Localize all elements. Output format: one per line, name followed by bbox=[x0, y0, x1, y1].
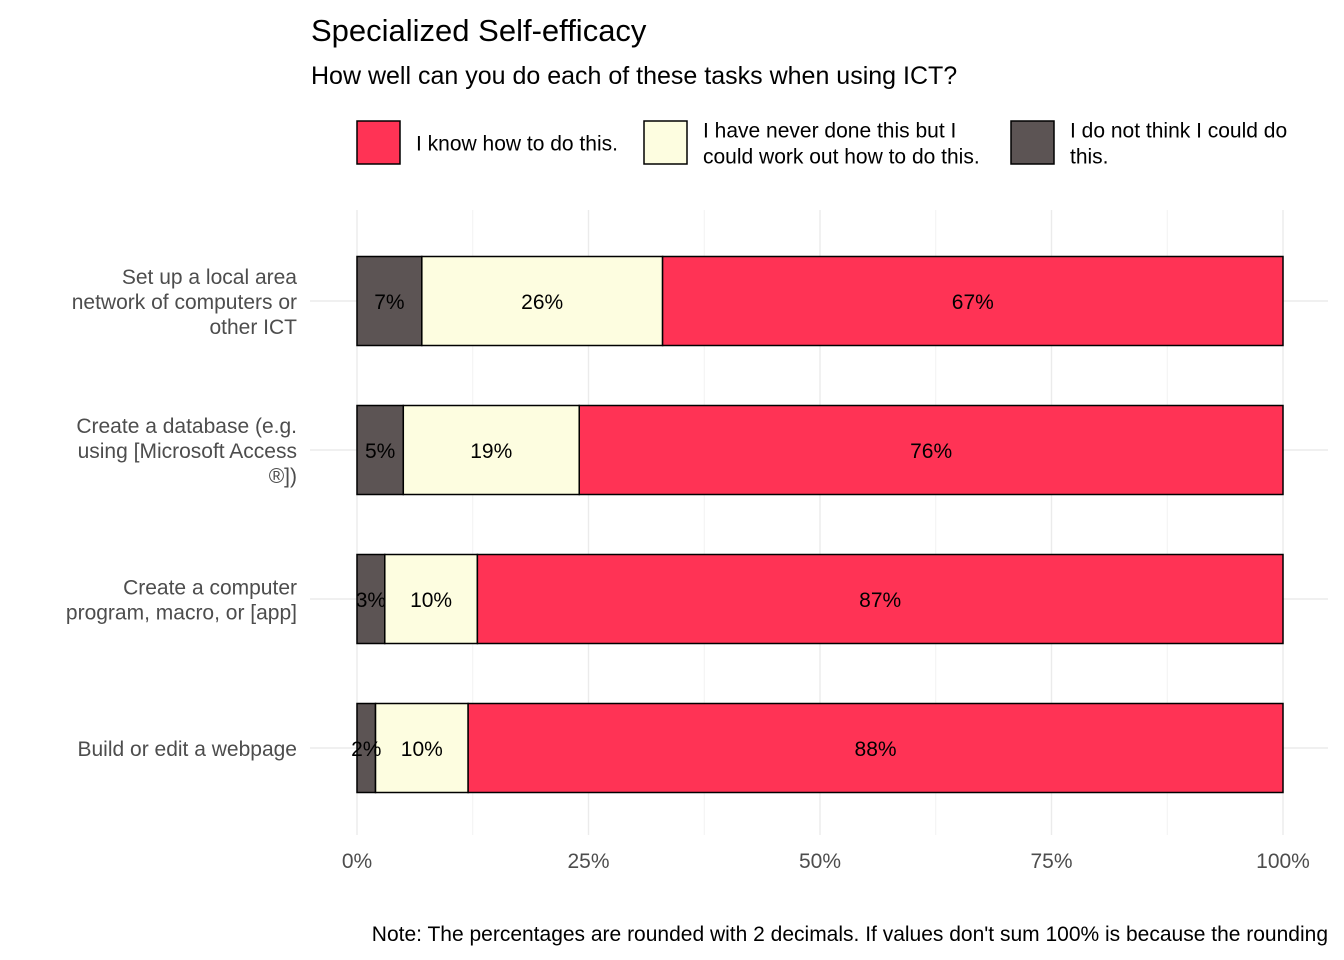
bar-segment bbox=[467, 702, 1284, 794]
category-label: Set up a local area network of computers … bbox=[72, 266, 298, 339]
category-label: Create a database (e.g. using [Microsoft … bbox=[76, 415, 297, 488]
category-labels: Set up a local area network of computers … bbox=[66, 266, 297, 761]
legend-label-line: I have never done this but I bbox=[703, 120, 956, 143]
category-label-line: Set up a local area bbox=[122, 266, 297, 289]
category-label-line: ®]) bbox=[269, 465, 297, 488]
data-label: 76% bbox=[910, 440, 952, 463]
chart-subtitle: How well can you do each of these tasks … bbox=[311, 62, 957, 90]
legend-label: I have never done this but I could work o… bbox=[703, 120, 980, 169]
chart-title: Specialized Self-efficacy bbox=[311, 13, 647, 48]
bar-segment bbox=[661, 255, 1284, 347]
category-label: Build or edit a webpage bbox=[78, 738, 298, 761]
data-label: 87% bbox=[859, 589, 901, 612]
data-label: 88% bbox=[855, 738, 897, 761]
data-label: 2% bbox=[351, 738, 381, 761]
bars: 7% 26% 67% 5% 19% 76% 3% 10% 87% 2% 10% 88% bbox=[351, 255, 1284, 794]
category-label-line: other ICT bbox=[209, 316, 297, 339]
bar-row: 3% 10% 87% bbox=[356, 553, 1284, 645]
bar-row: 7% 26% 67% bbox=[356, 255, 1284, 347]
category-label-line: using [Microsoft Access bbox=[78, 440, 297, 463]
legend-key bbox=[643, 120, 688, 165]
category-label: Create a computer program, macro, or [app… bbox=[66, 577, 297, 625]
data-label: 5% bbox=[365, 440, 395, 463]
legend-label: I do not think I could do this. bbox=[1070, 120, 1287, 169]
bar-segment bbox=[421, 255, 664, 347]
data-label: 67% bbox=[952, 291, 994, 314]
bar-row: 2% 10% 88% bbox=[351, 702, 1284, 794]
category-label-line: program, macro, or [app] bbox=[66, 602, 297, 625]
legend-label-line: could work out how to do this. bbox=[703, 146, 980, 169]
data-label: 10% bbox=[401, 738, 443, 761]
bar-segment bbox=[374, 702, 469, 794]
legend-label-line: this. bbox=[1070, 146, 1109, 169]
category-label-line: network of computers or bbox=[72, 291, 297, 314]
bar-segment bbox=[578, 404, 1284, 496]
x-tick-label: 0% bbox=[342, 850, 372, 873]
legend: I know how to do this. I have never done … bbox=[356, 120, 1287, 169]
legend-item: I have never done this but I could work o… bbox=[643, 120, 980, 169]
data-label: 7% bbox=[374, 291, 404, 314]
legend-key bbox=[356, 120, 401, 165]
x-tick-label: 75% bbox=[1030, 850, 1072, 873]
legend-label-line: I know how to do this. bbox=[416, 133, 618, 156]
bar-segment bbox=[356, 553, 386, 645]
legend-key bbox=[1010, 120, 1055, 165]
bar-row: 5% 19% 76% bbox=[356, 404, 1284, 496]
legend-label: I know how to do this. bbox=[416, 133, 618, 156]
category-label-line: Create a computer bbox=[123, 577, 297, 600]
legend-item: I do not think I could do this. bbox=[1010, 120, 1287, 169]
legend-label-line: I do not think I could do bbox=[1070, 120, 1287, 143]
bar-segment bbox=[402, 404, 580, 496]
data-label: 3% bbox=[356, 589, 386, 612]
x-tick-label: 100% bbox=[1256, 850, 1310, 873]
chart-note: Note: The percentages are rounded with 2… bbox=[372, 923, 1328, 946]
category-label-line: Create a database (e.g. bbox=[76, 415, 297, 438]
data-label: 26% bbox=[521, 291, 563, 314]
bar-segment bbox=[476, 553, 1284, 645]
bar-segment bbox=[356, 404, 405, 496]
legend-item: I know how to do this. bbox=[356, 120, 618, 165]
data-label: 19% bbox=[470, 440, 512, 463]
x-tick-label: 50% bbox=[799, 850, 841, 873]
x-axis-ticks: 0% 25% 50% 75% 100% bbox=[342, 850, 1310, 873]
category-label-line: Build or edit a webpage bbox=[78, 738, 298, 761]
x-tick-label: 25% bbox=[567, 850, 609, 873]
data-label: 10% bbox=[410, 589, 452, 612]
